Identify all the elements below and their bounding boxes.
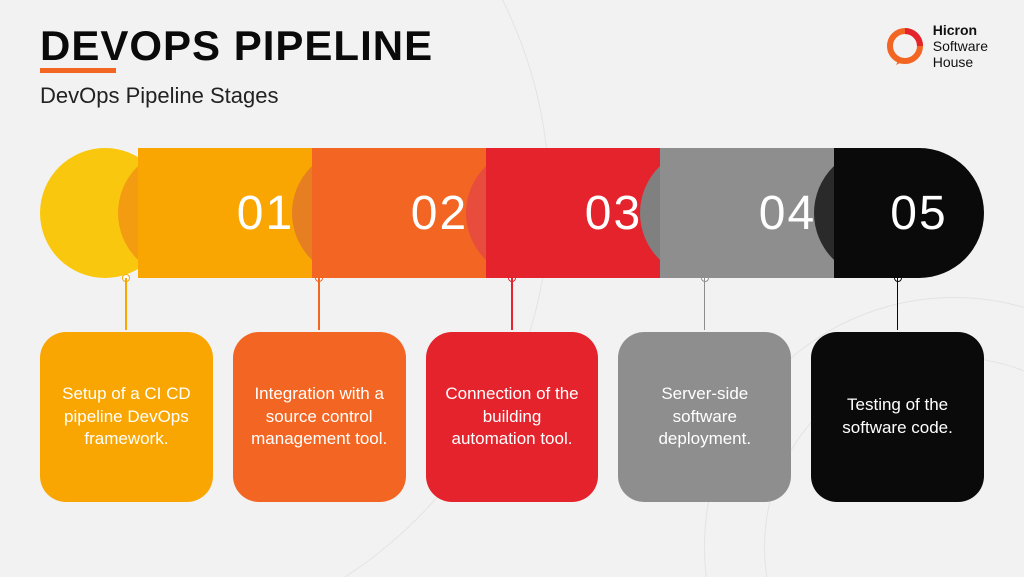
stage-card-2: Integration with a source control manage…	[233, 332, 406, 502]
stage-card-text-3: Connection of the building automation to…	[444, 383, 581, 452]
logo-line1: Hicron	[933, 22, 988, 38]
page-title: DEVOPS PIPELINE	[40, 22, 433, 70]
stage-card-text-4: Server-side software deployment.	[636, 383, 773, 452]
page-subtitle: DevOps Pipeline Stages	[40, 83, 433, 109]
logo-line3: House	[933, 54, 988, 70]
cards-row: Setup of a CI CD pipeline DevOps framewo…	[40, 332, 984, 502]
pipeline-segment-5: 05	[834, 148, 984, 278]
pipeline-row: 01 02 03 04 05	[40, 148, 984, 278]
stage-card-text-5: Testing of the software code.	[829, 394, 966, 440]
pipeline-number-2: 02	[411, 186, 468, 241]
logo-icon	[885, 26, 925, 66]
pipeline-number-3: 03	[585, 186, 642, 241]
stage-card-3: Connection of the building automation to…	[426, 332, 599, 502]
pipeline-number-1: 01	[237, 186, 294, 241]
pipeline-number-5: 05	[890, 186, 947, 241]
connector-line-2	[318, 278, 320, 330]
connector-line-3	[511, 278, 513, 330]
brand-logo: Hicron Software House	[885, 22, 988, 70]
pipeline-number-4: 04	[759, 186, 816, 241]
logo-line2: Software	[933, 38, 988, 54]
page-header: DEVOPS PIPELINE DevOps Pipeline Stages	[40, 22, 433, 109]
connector-line-4	[704, 278, 706, 330]
logo-text: Hicron Software House	[933, 22, 988, 70]
stage-card-4: Server-side software deployment.	[618, 332, 791, 502]
connector-line-5	[897, 278, 899, 330]
connectors	[40, 278, 984, 338]
stage-card-5: Testing of the software code.	[811, 332, 984, 502]
stage-card-text-1: Setup of a CI CD pipeline DevOps framewo…	[58, 383, 195, 452]
connector-line-1	[125, 278, 127, 330]
stage-card-text-2: Integration with a source control manage…	[251, 383, 388, 452]
stage-card-1: Setup of a CI CD pipeline DevOps framewo…	[40, 332, 213, 502]
